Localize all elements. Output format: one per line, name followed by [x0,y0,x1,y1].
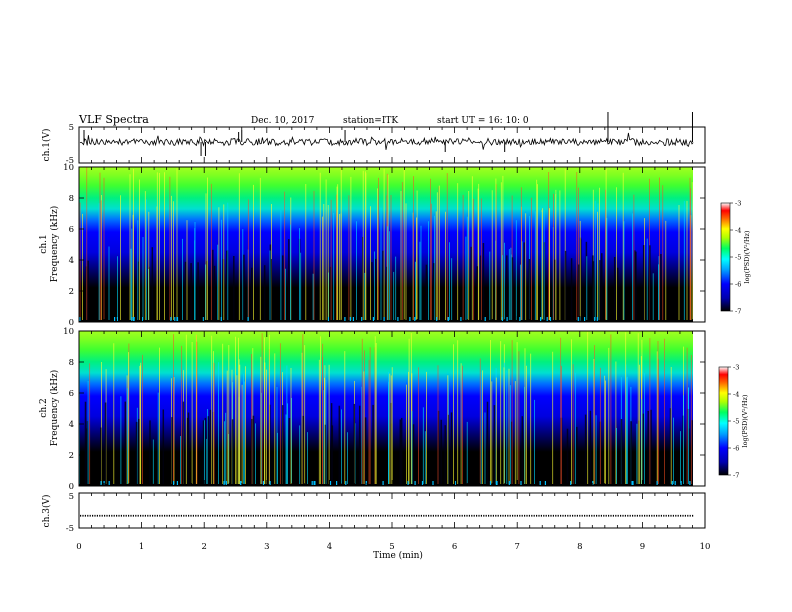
ch1-colorbar-ticks: -3 -4 -5 -6 -7 [730,200,741,316]
ch2-spectrogram-ticks [78,331,706,486]
freq-tick-label: 6 [69,225,74,235]
colorbar-tick-label: -7 [735,308,741,316]
freq-tick-label: 4 [69,256,74,266]
ch2-spectrogram-ylabel: Frequency (kHz) [49,370,60,447]
ch2-colorbar-label: log(PSD)(V²/Hz) [741,394,749,447]
time-tick-label: 1 [139,542,144,552]
ch1-waveform-line [79,132,694,150]
colorbar-tick-label: -6 [733,445,739,453]
ch1-ytick-label: -5 [66,156,74,166]
ch1-spectrogram-ytick-labels: 0 2 4 6 8 10 [63,163,705,328]
header-start-ut: start UT = 16: 10: 0 [437,116,529,126]
ch1-ylabel: ch.1(V) [41,129,52,162]
ch3-ylabel: ch.3(V) [41,495,52,528]
ch1-colorbar [720,202,731,312]
freq-tick-label: 6 [69,389,74,399]
ch3-waveform-panel: 5 -5 ch.3(V) [41,492,706,534]
ch3-ytick-label: 5 [69,492,74,502]
time-tick-label: 6 [452,542,457,552]
time-tick-label: 0 [76,542,81,552]
colorbar-tick-label: -3 [733,364,739,372]
ch2-spectrogram-streaks [79,331,693,485]
ch2-spectrogram-ytick-labels: 0 2 4 6 8 10 [63,327,705,492]
time-axis-label: Time (min) [373,550,423,561]
freq-tick-label: 4 [69,420,74,430]
time-tick-label: 8 [577,542,582,552]
ch1-spectrogram-ylabel: Frequency (kHz) [49,206,60,283]
figure-title: VLF Spectra [78,113,149,126]
colorbar-tick-label: -5 [733,418,739,426]
ch1-spectrogram-ticks [78,167,706,322]
colorbar-tick-label: -4 [733,391,739,399]
time-tick-label: 5 [389,542,394,552]
time-tick-label: 10 [700,542,711,552]
ch2-colorbar-ticks: -3 -4 -5 -6 -7 [728,364,739,480]
ch1-spectrogram-background [79,167,693,322]
ch2-colorbar [718,366,729,476]
time-tick-label: 9 [640,542,645,552]
header-date: Dec. 10, 2017 [251,116,315,126]
freq-tick-label: 10 [63,163,74,173]
ch1-colorbar-label: log(PSD)(V²/Hz) [743,230,751,283]
time-axis-tick-labels: 0 1 2 3 4 5 6 7 8 9 10 [76,542,710,552]
freq-tick-label: 0 [69,482,74,492]
freq-tick-label: 10 [63,327,74,337]
freq-tick-label: 2 [69,287,74,297]
ch1-waveform-panel: 5 -5 ch.1(V) [41,112,706,166]
colorbar-tick-label: -3 [735,200,741,208]
freq-tick-label: 2 [69,451,74,461]
ch1-spectrogram-channel-label: ch.1 [39,234,49,253]
header-station: station=ITK [343,116,398,126]
time-tick-label: 4 [327,542,332,552]
ch2-spectrogram-channel-label: ch.2 [39,398,49,417]
colorbar-tick-label: -7 [733,472,739,480]
time-tick-label: 2 [201,542,206,552]
ch1-ytick-label: 5 [69,123,74,133]
time-tick-label: 3 [264,542,269,552]
colorbar-tick-label: -6 [735,281,741,289]
colorbar-tick-label: -5 [735,254,741,262]
freq-tick-label: 8 [69,358,74,368]
ch1-spectrogram-streaks [78,167,693,321]
ch3-ytick-label: -5 [66,524,74,534]
ch3-waveform-ticks [78,493,706,528]
ch1-waveform-ticks [78,127,706,163]
time-tick-label: 7 [514,542,519,552]
colorbar-tick-label: -4 [735,227,741,235]
freq-tick-label: 8 [69,194,74,204]
freq-tick-label: 0 [69,318,74,328]
